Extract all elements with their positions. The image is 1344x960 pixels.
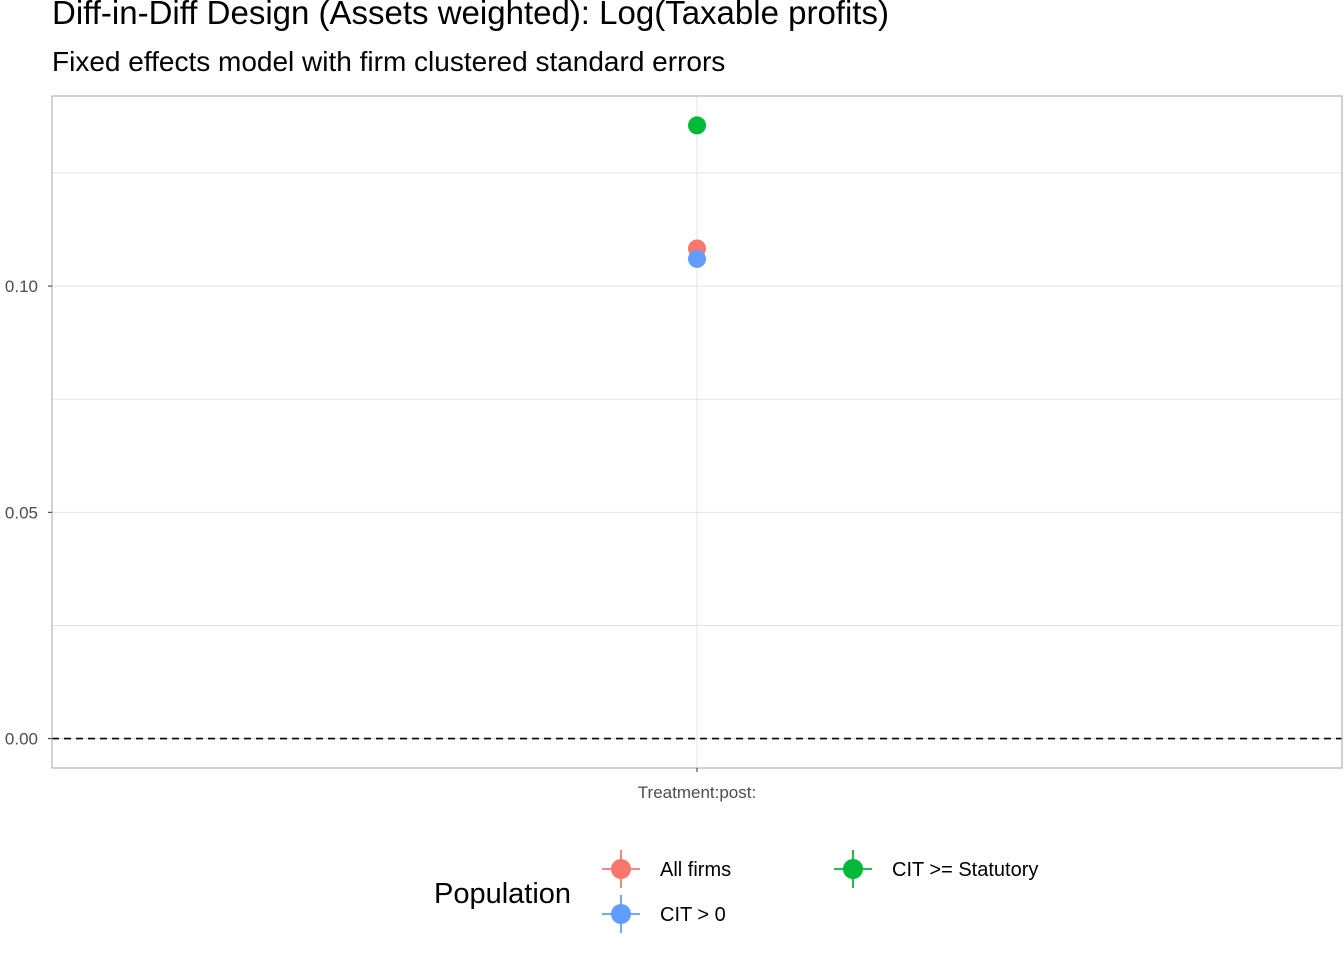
- grid-lines: [52, 96, 1342, 768]
- legend-label-all-firms: All firms: [660, 859, 731, 881]
- y-tick-label: 0.00: [5, 730, 38, 749]
- legend-key-cit-0: [602, 895, 640, 933]
- legend-key-point: [611, 859, 631, 879]
- y-axis-ticks: 0.00 0.05 0.10: [5, 277, 52, 749]
- legend-key-all-firms: [602, 850, 640, 888]
- x-tick-label: Treatment:post:: [638, 783, 756, 802]
- chart-subtitle: Fixed effects model with firm clustered …: [52, 46, 726, 77]
- data-points: [688, 116, 706, 268]
- chart-title: Diff-in-Diff Design (Assets weighted): L…: [52, 0, 889, 31]
- point-cit-statutory: [688, 116, 706, 135]
- y-tick-label: 0.10: [5, 277, 38, 296]
- legend-title: Population: [434, 878, 571, 910]
- legend-key-point: [611, 904, 631, 924]
- legend: Population All firms CIT >= Statutory CIT …: [434, 850, 1038, 933]
- legend-key-cit-statutory: [834, 850, 872, 888]
- legend-label-cit-statutory: CIT >= Statutory: [892, 859, 1038, 881]
- y-tick-label: 0.05: [5, 503, 38, 522]
- legend-key-point: [843, 859, 863, 879]
- x-axis-ticks: Treatment:post:: [638, 768, 756, 802]
- point-cit-0: [688, 249, 706, 268]
- legend-label-cit-0: CIT > 0: [660, 904, 726, 926]
